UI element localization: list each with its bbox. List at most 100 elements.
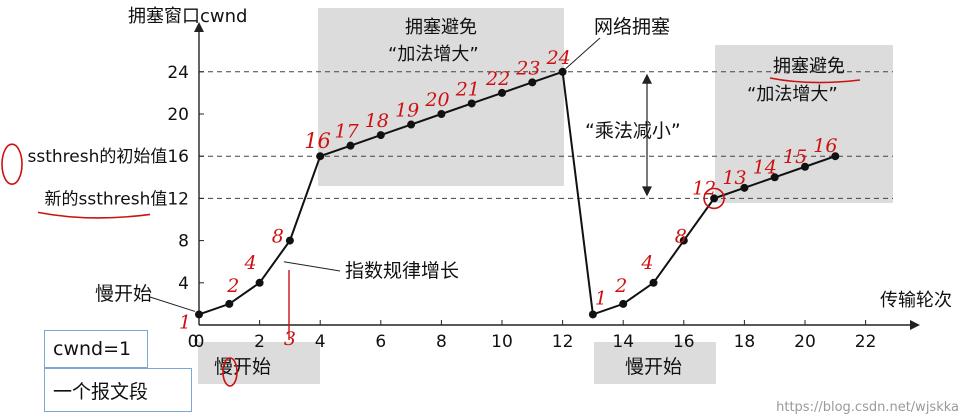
x-tick-label-0: 0: [194, 332, 205, 352]
annotation-congestion-pointer: [565, 37, 601, 70]
cwnd-point-19: [770, 173, 779, 182]
threshold-label-16: ssthresh的初始值16: [28, 147, 190, 167]
hand-avoid2-14: 14: [753, 156, 777, 178]
cwnd-point-16: [679, 236, 688, 245]
x-tick-label-2: 2: [254, 332, 265, 352]
x-tick-label-4: 4: [315, 332, 326, 352]
cwnd-point-5: [346, 141, 355, 150]
x-tick-label-12: 12: [552, 332, 574, 352]
cwnd-point-11: [528, 78, 537, 87]
annotation-slow-start: 慢开始: [95, 283, 152, 305]
shaded-regions: [198, 8, 893, 384]
hand-paren: [1, 143, 23, 185]
cwnd-point-18: [740, 183, 749, 192]
hand-circle-12: [703, 187, 725, 210]
cwnd-point-1: [225, 299, 234, 308]
cwnd-point-7: [407, 120, 416, 129]
hand-avoid2-12: 12: [692, 177, 716, 199]
annotation-slow-start-pointer: [149, 296, 196, 312]
hand-avoid1-22: 22: [485, 68, 510, 90]
hand-b4: 4: [640, 252, 653, 274]
region-label-ca2-line1: 拥塞避免: [773, 56, 845, 77]
hand-b1: 1: [595, 287, 607, 309]
hand-8: 8: [272, 226, 284, 248]
y-axis-arrow: [194, 22, 204, 32]
decrease-arrow-up: [642, 73, 652, 84]
annotation-multiplicative-decrease: “乘法减小”: [585, 120, 681, 142]
hand-avoid1-17: 17: [335, 121, 360, 143]
cwnd-point-0: [195, 310, 203, 319]
region-label-ss2: 慢开始: [625, 356, 682, 378]
hand-avoid1-21: 21: [455, 78, 480, 100]
cwnd-point-4: [316, 152, 325, 161]
hand-avoid2-16: 16: [813, 135, 837, 157]
cwnd-series: [195, 67, 840, 319]
hand-avoid1-20: 20: [424, 89, 449, 111]
annotations: 慢开始 指数规律增长 网络拥塞 “乘法减小”: [95, 16, 681, 312]
hand-3: 3: [284, 328, 296, 350]
x-tick-label-22: 22: [855, 332, 877, 352]
y-tick-label-8: 8: [178, 232, 189, 252]
hand-avoid1-19: 19: [395, 100, 419, 122]
hand-avoid1-16: 16: [304, 129, 331, 153]
hand-avoid1-23: 23: [515, 57, 540, 79]
cwnd-point-12: [558, 67, 567, 76]
hand-underline-ca2: [769, 77, 861, 84]
hand-underline-ssthresh: [37, 211, 151, 219]
annotation-exponential: 指数规律增长: [345, 260, 459, 282]
watermark: https://blog.csdn.net/wjskka: [776, 400, 959, 415]
y-axis-label: 拥塞窗口cwnd: [128, 6, 247, 27]
cwnd-box: cwnd=1: [44, 330, 148, 368]
cwnd-point-17: [710, 194, 719, 203]
threshold-label-12: 新的ssthresh值12: [45, 189, 190, 209]
cwnd-point-15: [649, 278, 658, 287]
cwnd-point-13: [588, 310, 597, 319]
cwnd-point-3: [285, 236, 294, 245]
hand-1: 1: [179, 311, 191, 333]
x-tick-label-18: 18: [734, 332, 756, 352]
region-label-ca1-line1: 拥塞避免: [405, 17, 477, 38]
y-tick-label-4: 4: [178, 274, 189, 294]
x-tick-label-16: 16: [673, 332, 695, 352]
x-tick-label-8: 8: [436, 332, 447, 352]
hand-2: 2: [226, 275, 239, 297]
cwnd-point-6: [376, 131, 385, 140]
hand-avoid2-13: 13: [722, 167, 746, 189]
annotation-congestion: 网络拥塞: [594, 16, 670, 38]
hand-avoid1-18: 18: [365, 110, 389, 132]
segment-box: 一个报文段: [44, 368, 192, 412]
hand-circle-ss: [222, 357, 238, 387]
threshold-lines: [199, 71, 893, 199]
region-slow-start-2: [594, 342, 716, 384]
hand-avoid1-24: 24: [546, 47, 571, 69]
decrease-arrow-down: [642, 186, 652, 197]
hand-4: 4: [243, 252, 256, 274]
cwnd-point-2: [255, 278, 264, 287]
hand-avoid2-15: 15: [783, 146, 807, 168]
hand-b2: 2: [614, 275, 627, 297]
y-tick-label-24: 24: [167, 63, 189, 83]
region-slow-start-1: [198, 342, 320, 384]
x-tick-label-14: 14: [612, 332, 634, 352]
cwnd-point-20: [801, 162, 809, 171]
cwnd-point-10: [498, 88, 506, 97]
region-label-ca1-line2: “加法增大”: [388, 44, 479, 65]
region-labels: 拥塞避免 “加法增大” 拥塞避免 “加法增大” 慢开始 慢开始: [214, 17, 845, 378]
region-label-ss1: 慢开始: [214, 356, 271, 378]
x-tick-label-10: 10: [491, 332, 513, 352]
cwnd-point-14: [619, 299, 628, 308]
x-tick-label-20: 20: [794, 332, 816, 352]
origin-label: 0: [188, 332, 199, 352]
cwnd-point-9: [467, 99, 476, 108]
x-axis-label: 传输轮次: [880, 290, 952, 311]
region-label-ca2-line2: “加法增大”: [747, 84, 838, 105]
x-axis-arrow: [910, 320, 920, 330]
annotation-exponential-pointer: [283, 261, 341, 272]
y-tick-label-20: 20: [167, 105, 189, 125]
cwnd-point-21: [831, 152, 840, 161]
cwnd-point-8: [437, 110, 446, 118]
cwnd-line: [198, 70, 836, 316]
